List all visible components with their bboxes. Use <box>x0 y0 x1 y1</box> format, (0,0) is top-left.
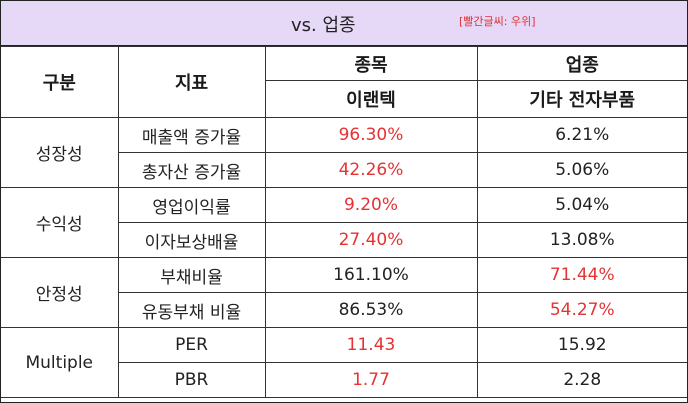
table-row: Multiple PER 11.43 15.92 <box>1 327 687 398</box>
metric-header: 지표 <box>117 46 266 118</box>
legend-note: [빨간글씨: 우위] <box>459 15 536 28</box>
industry-value-cell: 5.06% <box>476 152 687 188</box>
stock-value-cell: 9.20% <box>264 187 478 223</box>
metric-cell: PER <box>117 327 266 363</box>
metric-cell: PBR <box>117 362 266 398</box>
metric-cell: 유동부채 비율 <box>117 292 266 328</box>
table-row: 유동부채 비율 86.53% 54.27% <box>1 292 687 328</box>
metric-cell: 총자산 증가율 <box>117 152 266 188</box>
stock-value-cell: 42.26% <box>264 152 478 188</box>
stock-value-cell: 161.10% <box>264 257 478 293</box>
stock-header: 종목 <box>264 46 478 81</box>
stock-value-cell: 1.77 <box>264 362 478 398</box>
metric-cell: 영업이익률 <box>117 187 266 223</box>
metric-cell: 부채비율 <box>117 257 266 293</box>
stock-value-cell: 27.40% <box>264 222 478 258</box>
stock-value-cell: 96.30% <box>264 117 478 153</box>
industry-header: 업종 <box>476 46 687 81</box>
group-label: Multiple <box>1 327 119 398</box>
industry-value-cell: 15.92 <box>476 327 687 363</box>
table-row: 성장성 매출액 증가율 96.30% 6.21% <box>1 117 687 188</box>
group-label: 안정성 <box>1 257 119 328</box>
table-row: PBR 1.77 2.28 <box>1 362 687 398</box>
industry-value-cell: 54.27% <box>476 292 687 328</box>
stock-value-cell: 11.43 <box>264 327 478 363</box>
header-row: 구분 지표 종목 업종 <box>1 46 687 118</box>
table-row: 수익성 영업이익률 9.20% 5.04% <box>1 187 687 258</box>
stock-name: 이랜텍 <box>264 80 478 118</box>
group-label: 성장성 <box>1 117 119 188</box>
industry-value-cell: 2.28 <box>476 362 687 398</box>
title-bar: vs. 업종 [빨간글씨: 우위] <box>1 1 687 46</box>
industry-name: 기타 전자부품 <box>476 80 687 118</box>
page-title: vs. 업종 <box>291 15 356 36</box>
industry-value-cell: 71.44% <box>476 257 687 293</box>
industry-value-cell: 5.04% <box>476 187 687 223</box>
subheader-row: 이랜텍 기타 전자부품 <box>1 80 687 118</box>
group-label: 수익성 <box>1 187 119 258</box>
comparison-table: 구분 지표 종목 업종 이랜텍 기타 전자부품 성장성 매출액 증가율 96.30%… <box>1 46 687 398</box>
group-header: 구분 <box>1 46 119 118</box>
table-row: 안정성 부채비율 161.10% 71.44% <box>1 257 687 328</box>
table-row: 이자보상배율 27.40% 13.08% <box>1 222 687 258</box>
metric-cell: 이자보상배율 <box>117 222 266 258</box>
metric-cell: 매출액 증가율 <box>117 117 266 153</box>
industry-value-cell: 13.08% <box>476 222 687 258</box>
industry-value-cell: 6.21% <box>476 117 687 153</box>
stock-value-cell: 86.53% <box>264 292 478 328</box>
